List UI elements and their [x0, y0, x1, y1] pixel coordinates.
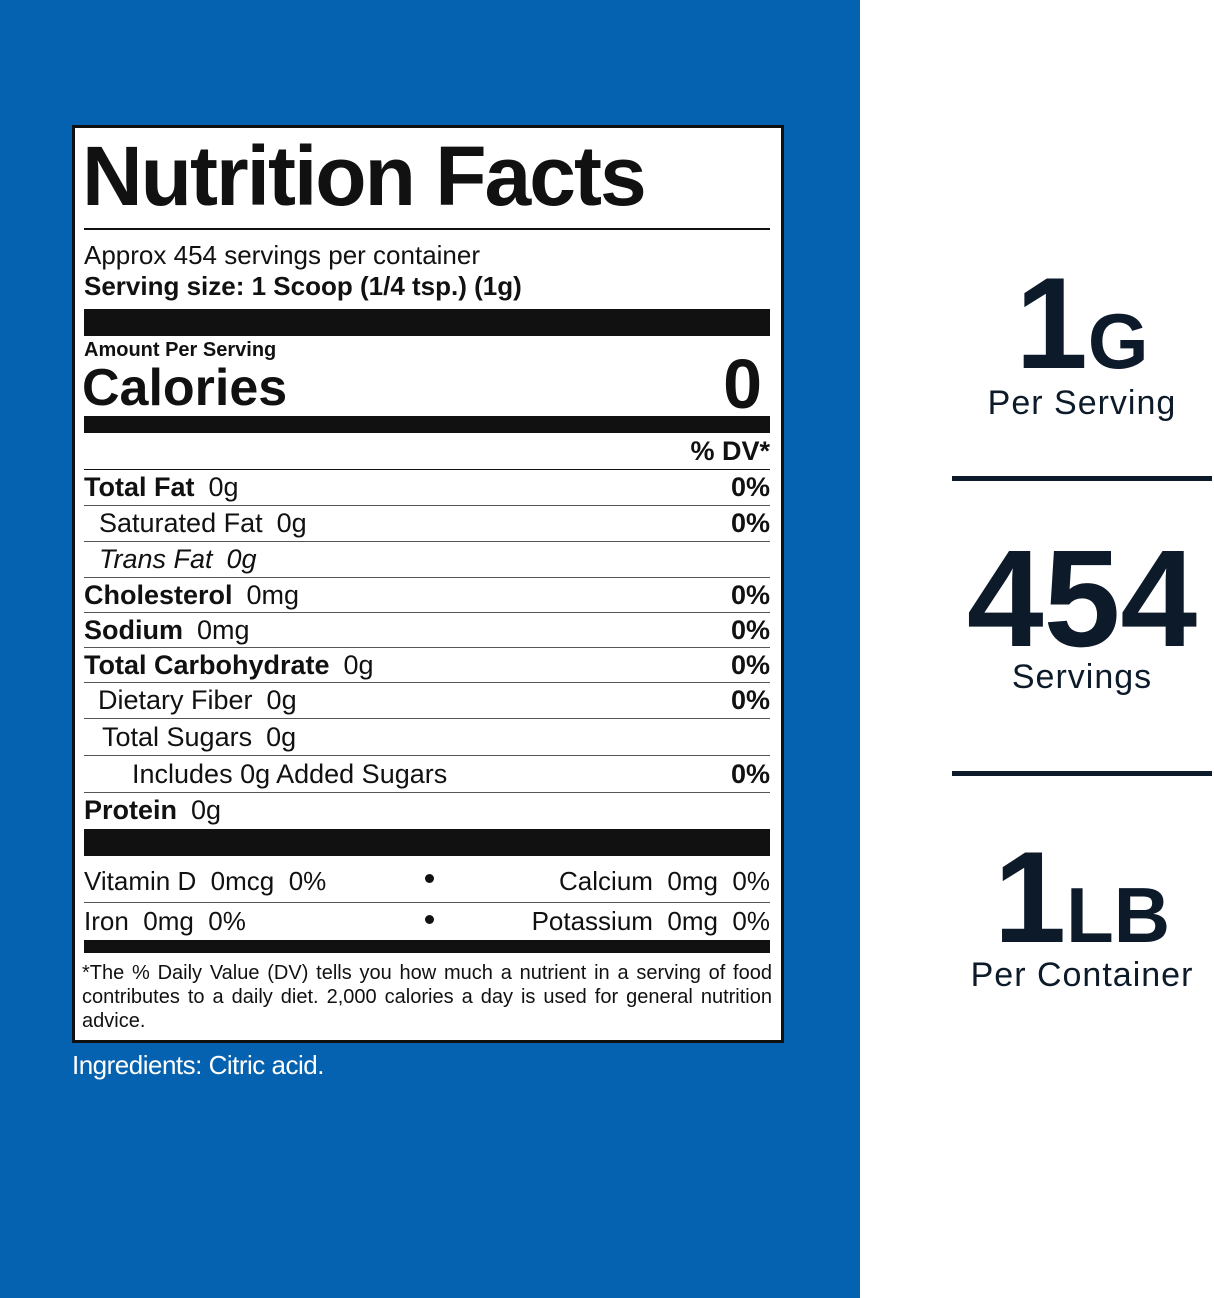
vitamin-right: Potassium 0mg 0% — [531, 905, 770, 936]
nutrient-name: Trans Fat — [99, 544, 213, 574]
vitamin-left: Iron 0mg 0% — [84, 905, 246, 936]
calories-value: 0 — [723, 345, 762, 423]
bullet — [425, 915, 434, 924]
highlight-value: 1G — [900, 248, 1214, 398]
vitamin-left: Vitamin D 0mcg 0% — [84, 865, 327, 896]
nutrient-dv: 0% — [730, 649, 770, 680]
separator — [952, 476, 1212, 481]
nutrient-row: Total Sugars 0g — [84, 719, 770, 756]
calories-label: Calories — [82, 359, 288, 417]
nutrient-dv: 0% — [730, 685, 770, 715]
nutrient-amount: 0mg — [197, 614, 250, 645]
nutrient-name: Dietary Fiber — [98, 685, 253, 715]
vitamin-row: Iron 0mg 0% Potassium 0mg 0% — [84, 903, 770, 939]
serving-size: Serving size: 1 Scoop (1/4 tsp.) (1g) — [84, 271, 522, 301]
nutrient-row: Protein 0g — [84, 793, 770, 828]
footnote: *The % Daily Value (DV) tells you how mu… — [82, 962, 772, 1032]
nutrient-amount: 0g — [226, 544, 257, 574]
highlight-value: 1LB — [900, 822, 1214, 972]
nutrient-name: Saturated Fat — [99, 508, 263, 538]
nutrient-dv: 0% — [730, 758, 770, 789]
nutrient-amount: 0mg — [246, 579, 300, 610]
highlight-number: 1 — [1015, 250, 1088, 396]
nutrient-row: Sodium 0mg 0% — [84, 613, 770, 648]
nutrient-dv: 0% — [730, 579, 770, 610]
nutrient-amount: 0g — [276, 508, 307, 538]
highlight-caption: Per Serving — [987, 384, 1177, 422]
nutrient-amount: 0g — [266, 721, 297, 752]
nutrient-name: Cholesterol — [84, 579, 233, 610]
thick-rule — [84, 829, 770, 856]
nutrient-row: Cholesterol 0mg 0% — [84, 578, 770, 613]
vitamin-row: Vitamin D 0mcg 0% Calcium 0mg 0% — [84, 860, 770, 903]
ingredients: Ingredients: Citric acid. — [72, 1050, 324, 1080]
highlight-value: 454 — [900, 520, 1214, 679]
highlight-number: 1 — [993, 824, 1067, 970]
nutrient-row: Total Fat 0g 0% — [84, 470, 770, 506]
nutrient-amount: 0g — [343, 649, 374, 680]
nutrient-name: Includes 0g Added Sugars — [132, 758, 448, 789]
nutrient-row: Includes 0g Added Sugars 0% — [84, 756, 770, 793]
thick-rule — [84, 416, 770, 433]
nutrient-name: Sodium — [84, 614, 183, 645]
highlight-caption: Per Container — [970, 956, 1194, 994]
highlight-unit: G — [1087, 297, 1149, 385]
nutrient-name: Total Fat — [84, 472, 195, 502]
nutrient-row: Total Carbohydrate 0g 0% — [84, 648, 770, 683]
nutrient-name: Total Carbohydrate — [84, 649, 330, 680]
nutrient-dv: 0% — [730, 508, 770, 538]
nutrient-row: Saturated Fat 0g 0% — [84, 506, 770, 542]
amount-per-serving: Amount Per Serving — [84, 339, 277, 361]
nutrient-amount: 0g — [266, 685, 297, 715]
bullet — [425, 874, 434, 883]
nutrient-amount: 0g — [208, 472, 239, 502]
thick-rule — [84, 309, 770, 336]
nutrient-row: Dietary Fiber 0g 0% — [84, 683, 770, 719]
nutrient-name: Protein — [84, 795, 178, 825]
nutrient-dv: 0% — [730, 614, 770, 645]
vitamin-right: Calcium 0mg 0% — [559, 865, 770, 896]
nutrient-dv: 0% — [730, 472, 770, 502]
rule — [84, 469, 770, 470]
dv-header: % DV* — [690, 436, 770, 466]
label-title: Nutrition Facts — [82, 129, 647, 223]
nutrient-amount: 0g — [191, 795, 222, 825]
nutrition-label — [72, 125, 784, 1043]
thick-rule — [84, 940, 770, 953]
highlight-unit: LB — [1066, 871, 1171, 959]
rule — [84, 228, 770, 230]
nutrient-name: Total Sugars — [102, 721, 253, 752]
servings: Approx 454 servings per container — [84, 240, 481, 270]
nutrient-row: Trans Fat 0g — [84, 542, 770, 578]
highlight-number: 454 — [966, 522, 1198, 676]
separator — [952, 771, 1212, 776]
highlight-caption: Servings — [1011, 658, 1153, 696]
